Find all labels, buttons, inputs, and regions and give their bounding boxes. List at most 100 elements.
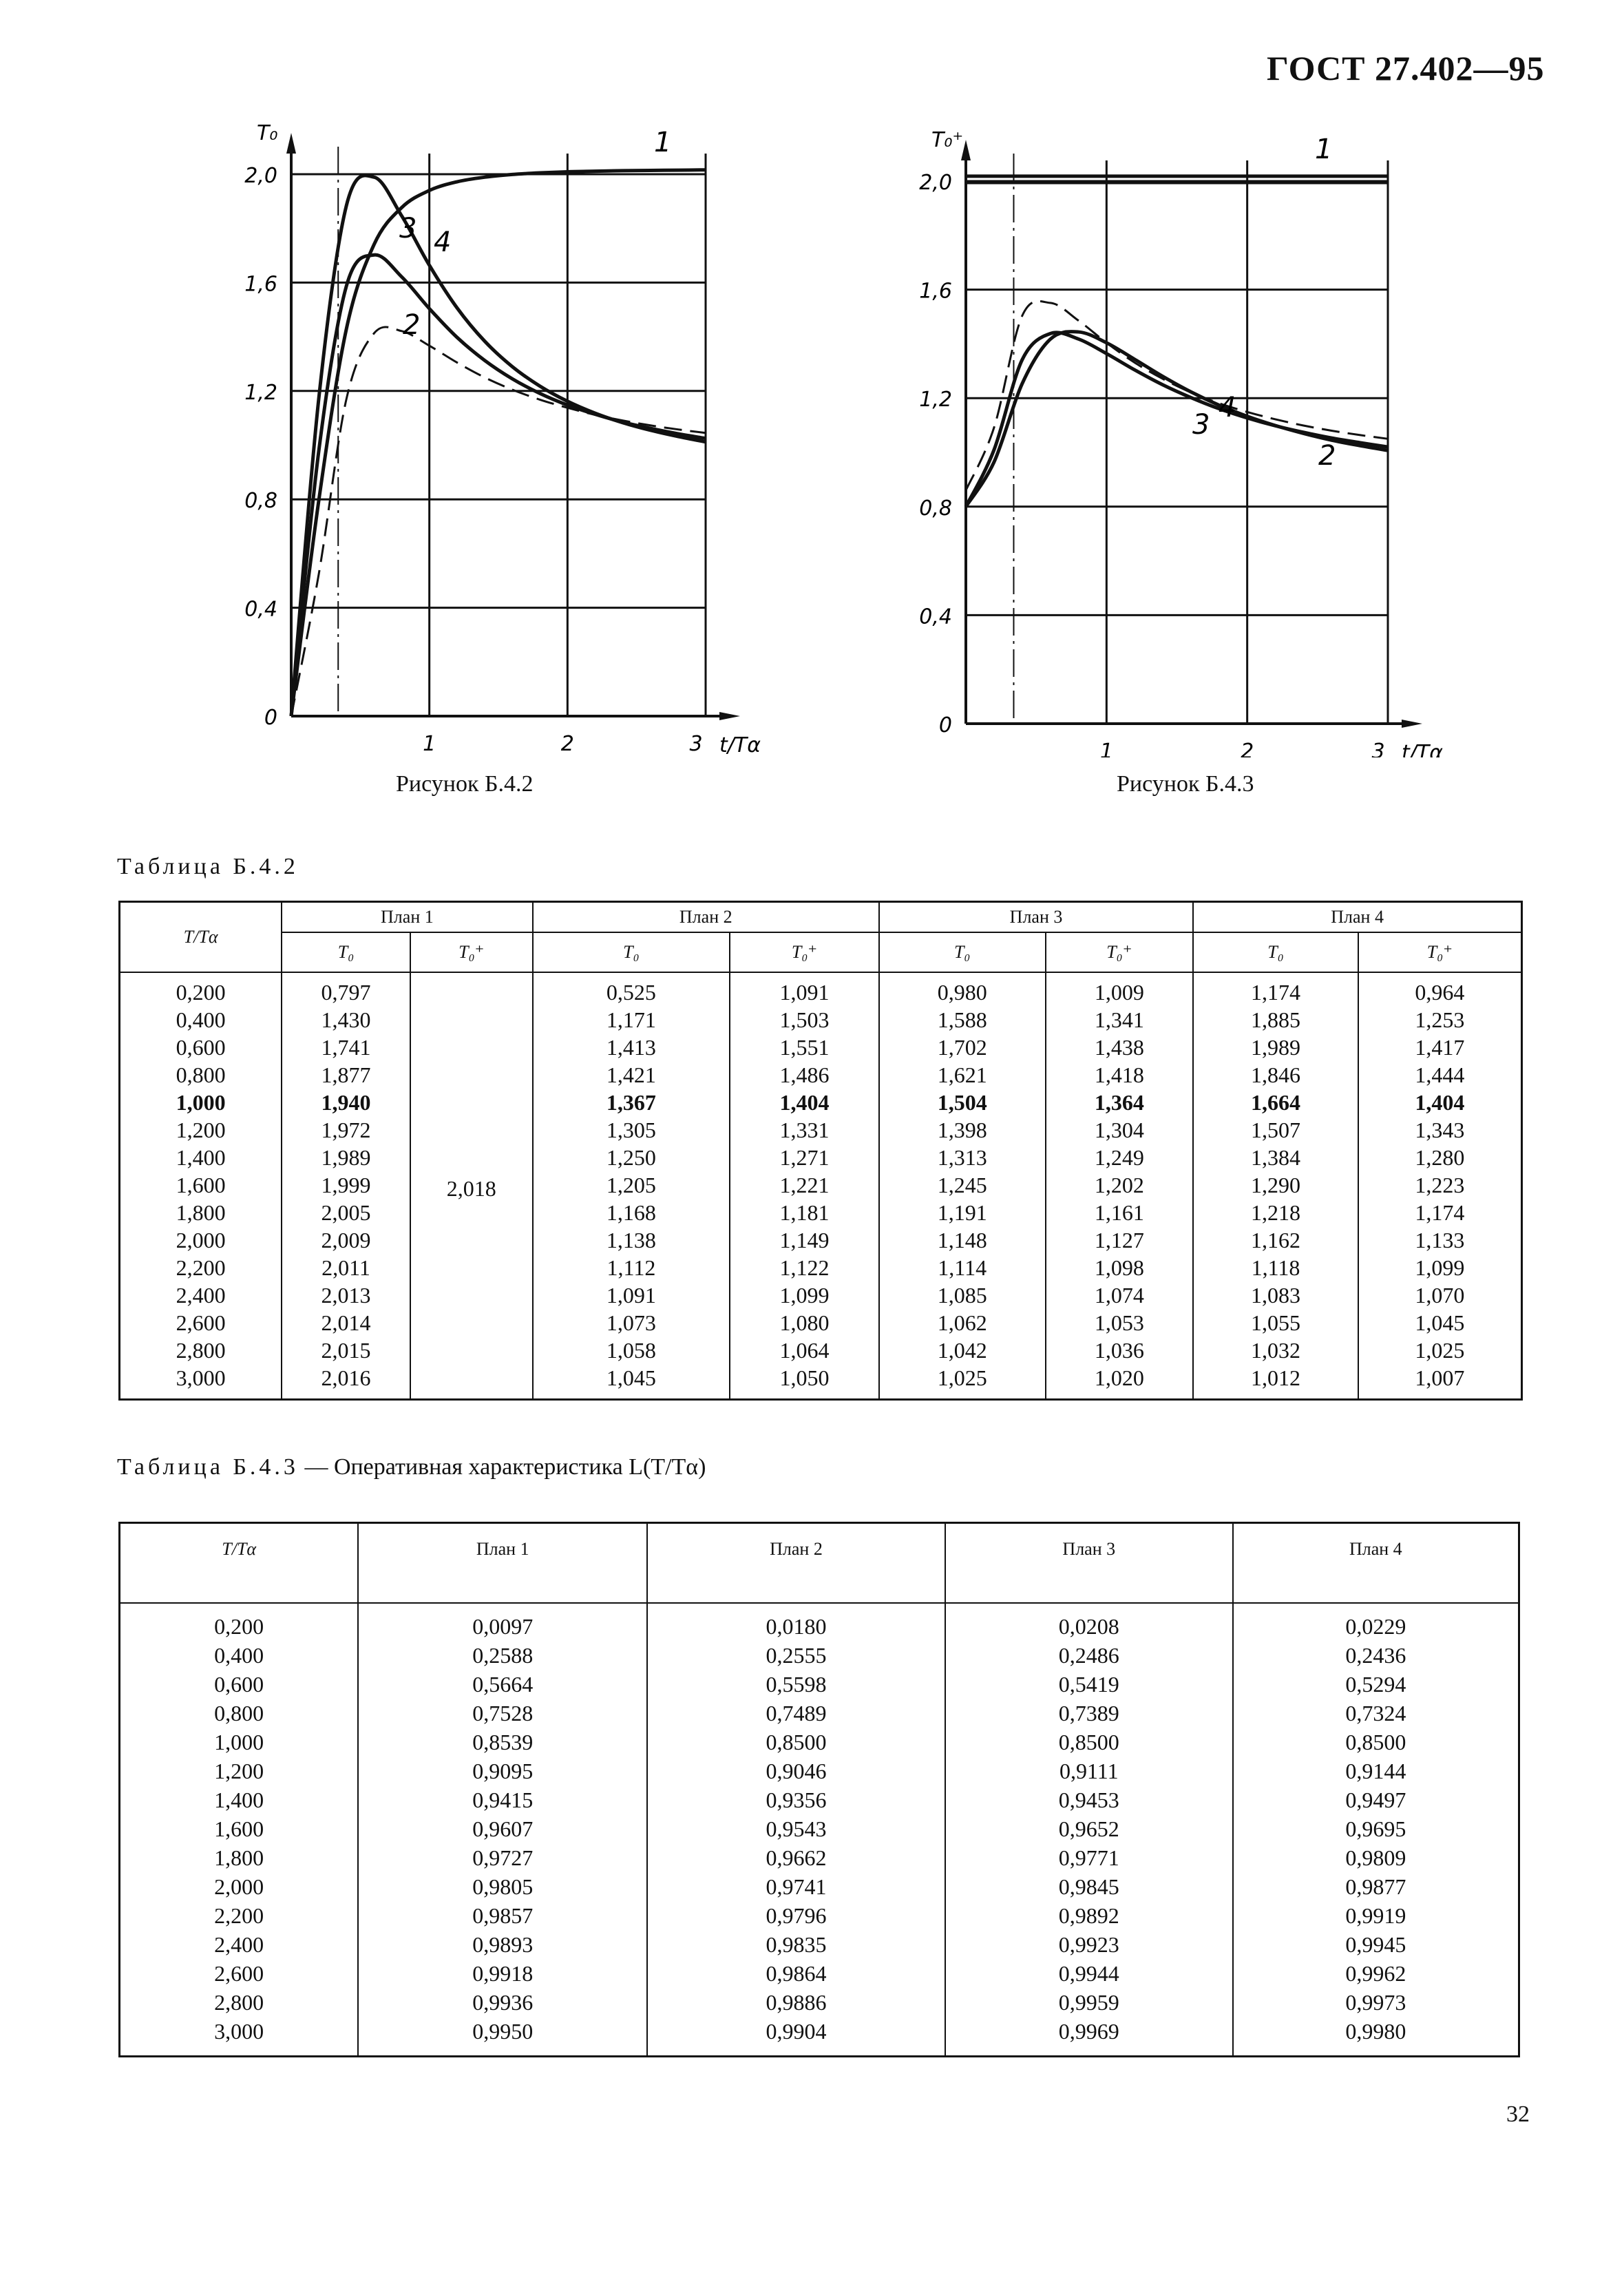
table-cell: 1,091 xyxy=(729,972,880,1006)
table-cell: 1,055 xyxy=(1192,1309,1359,1336)
table-cell: 2,200 xyxy=(118,1254,283,1281)
table-cell: 1,070 xyxy=(1357,1281,1523,1309)
table-cell: 0,5294 xyxy=(1232,1670,1520,1699)
y-tick-label: 1,2 xyxy=(919,388,952,412)
table-b42-title: Таблица Б.4.2 xyxy=(117,854,299,879)
x-axis-label: t/Tα xyxy=(1402,741,1443,757)
table-row: 1,200 0,9095 0,9046 0,9111 0,9144 xyxy=(118,1757,1520,1785)
table-cell: 0,0097 xyxy=(357,1603,648,1641)
table-cell: 1,551 xyxy=(729,1034,880,1061)
y-axis-label: T₀⁺ xyxy=(931,128,963,152)
table-cell: 0,8539 xyxy=(357,1728,648,1757)
table-cell: 1,099 xyxy=(1357,1254,1523,1281)
table-cell: 0,9607 xyxy=(357,1814,648,1843)
table-cell: 1,331 xyxy=(729,1116,880,1144)
table-cell: 1,400 xyxy=(118,1785,359,1814)
table-cell: 2,014 xyxy=(281,1309,411,1336)
table-cell: 1,062 xyxy=(878,1309,1046,1336)
curve-label-4: 4 xyxy=(434,227,451,258)
table-cell: 1,032 xyxy=(1192,1336,1359,1364)
table-cell: 0,0208 xyxy=(944,1603,1234,1641)
table-cell: 1,020 xyxy=(1044,1364,1194,1400)
table-cell: 1,181 xyxy=(729,1199,880,1226)
x-axis-label: t/Tα xyxy=(719,733,761,757)
table-cell: 0,8500 xyxy=(944,1728,1234,1757)
table-cell: 1,418 xyxy=(1044,1061,1194,1089)
table-row: 3,000 2,016 1,045 1,050 1,025 1,020 1,012 1,007 xyxy=(118,1364,1523,1400)
table-cell: 0,7528 xyxy=(357,1699,648,1728)
y-axis-arrow xyxy=(286,133,296,154)
table-cell: 1,999 xyxy=(281,1171,411,1199)
table-cell: 0,9877 xyxy=(1232,1872,1520,1901)
table-cell: 1,800 xyxy=(118,1843,359,1872)
table-cell: 0,9945 xyxy=(1232,1930,1520,1959)
document-standard-id: ГОСТ 27.402—95 xyxy=(1267,49,1545,87)
table-cell: 1,138 xyxy=(531,1226,731,1254)
figure-b42-caption: Рисунок Б.4.2 xyxy=(396,771,534,797)
table-row: 0,800 1,877 1,421 1,486 1,621 1,418 1,846 1,444 xyxy=(118,1061,1523,1089)
table-cell: 1,122 xyxy=(729,1254,880,1281)
table-cell: 1,161 xyxy=(1044,1199,1194,1226)
table-cell: 0,9980 xyxy=(1232,2017,1520,2057)
x-tick-label: 2 xyxy=(1241,740,1254,757)
table-cell: 1,253 xyxy=(1357,1006,1523,1034)
sub-header: T₀⁺ xyxy=(1357,932,1523,973)
table-b43-title-rest: — Оперативная характеристика L(T/Tα) xyxy=(298,1454,706,1480)
table-cell: 2,011 xyxy=(281,1254,411,1281)
column-header: План 3 xyxy=(944,1522,1234,1604)
table-cell: 1,504 xyxy=(878,1089,1046,1116)
table-cell: 1,162 xyxy=(1192,1226,1359,1254)
x-tick-label: 2 xyxy=(561,732,574,756)
table-row: 0,400 0,2588 0,2555 0,2486 0,2436 xyxy=(118,1641,1520,1670)
table-cell: 0,2486 xyxy=(944,1641,1234,1670)
table-cell: 1,058 xyxy=(531,1336,731,1364)
table-cell: 0,9923 xyxy=(944,1930,1234,1959)
table-cell: 0,9892 xyxy=(944,1901,1234,1930)
table-cell: 0,600 xyxy=(118,1034,283,1061)
table-cell: 0,600 xyxy=(118,1670,359,1699)
table-cell: 1,149 xyxy=(729,1226,880,1254)
table-cell: 1,073 xyxy=(531,1309,731,1336)
table-b43: T/Tα План 1 План 2 План 3 План 4 0,200 0,0097… xyxy=(118,1522,1520,2057)
table-cell: 2,013 xyxy=(281,1281,411,1309)
table-cell: 0,9805 xyxy=(357,1872,648,1901)
table-cell: 1,074 xyxy=(1044,1281,1194,1309)
table-cell: 0,964 xyxy=(1357,972,1523,1006)
table-cell: 0,5664 xyxy=(357,1670,648,1699)
table-cell: 3,000 xyxy=(118,1364,283,1400)
table-cell: 0,9886 xyxy=(646,1988,946,2017)
plan-header: План 2 xyxy=(531,901,880,933)
table-cell: 1,444 xyxy=(1357,1061,1523,1089)
table-cell: 1,250 xyxy=(531,1144,731,1171)
table-cell: 0,5598 xyxy=(646,1670,946,1699)
table-cell: 1,042 xyxy=(878,1336,1046,1364)
table-cell: 0,7389 xyxy=(944,1699,1234,1728)
table-row: 1,800 0,9727 0,9662 0,9771 0,9809 xyxy=(118,1843,1520,1872)
y-tick-label: 2,0 xyxy=(244,164,277,188)
table-cell: 0,9919 xyxy=(1232,1901,1520,1930)
table-cell: 1,588 xyxy=(878,1006,1046,1034)
table-cell: 1,053 xyxy=(1044,1309,1194,1336)
table-cell: 1,364 xyxy=(1044,1089,1194,1116)
table-cell: 2,800 xyxy=(118,1988,359,2017)
x-tick-label: 1 xyxy=(1100,740,1113,757)
table-cell: 0,9904 xyxy=(646,2017,946,2057)
table-row: 2,000 2,009 1,138 1,149 1,148 1,127 1,162 1,133 xyxy=(118,1226,1523,1254)
table-b43-title-prefix: Таблица Б.4.3 xyxy=(117,1454,299,1480)
table-cell: 1,417 xyxy=(1357,1034,1523,1061)
table-cell: 0,800 xyxy=(118,1699,359,1728)
table-cell: 1,045 xyxy=(531,1364,731,1400)
table-cell: 0,9962 xyxy=(1232,1959,1520,1988)
column-header: План 2 xyxy=(646,1522,946,1604)
table-cell: 0,9741 xyxy=(646,1872,946,1901)
series-line-plan-4 xyxy=(964,330,1389,508)
table-cell: 1,989 xyxy=(281,1144,411,1171)
plan1-t0-plus-cell: 2,018 xyxy=(409,972,534,1400)
table-cell: 0,5419 xyxy=(944,1670,1234,1699)
table-cell: 1,664 xyxy=(1192,1089,1359,1116)
curve-label-4: 4 xyxy=(1219,392,1236,423)
y-tick-label: 1,2 xyxy=(244,381,277,405)
x-tick-label: 1 xyxy=(423,732,436,756)
table-cell: 0,9652 xyxy=(944,1814,1234,1843)
plan-header: План 3 xyxy=(878,901,1194,933)
